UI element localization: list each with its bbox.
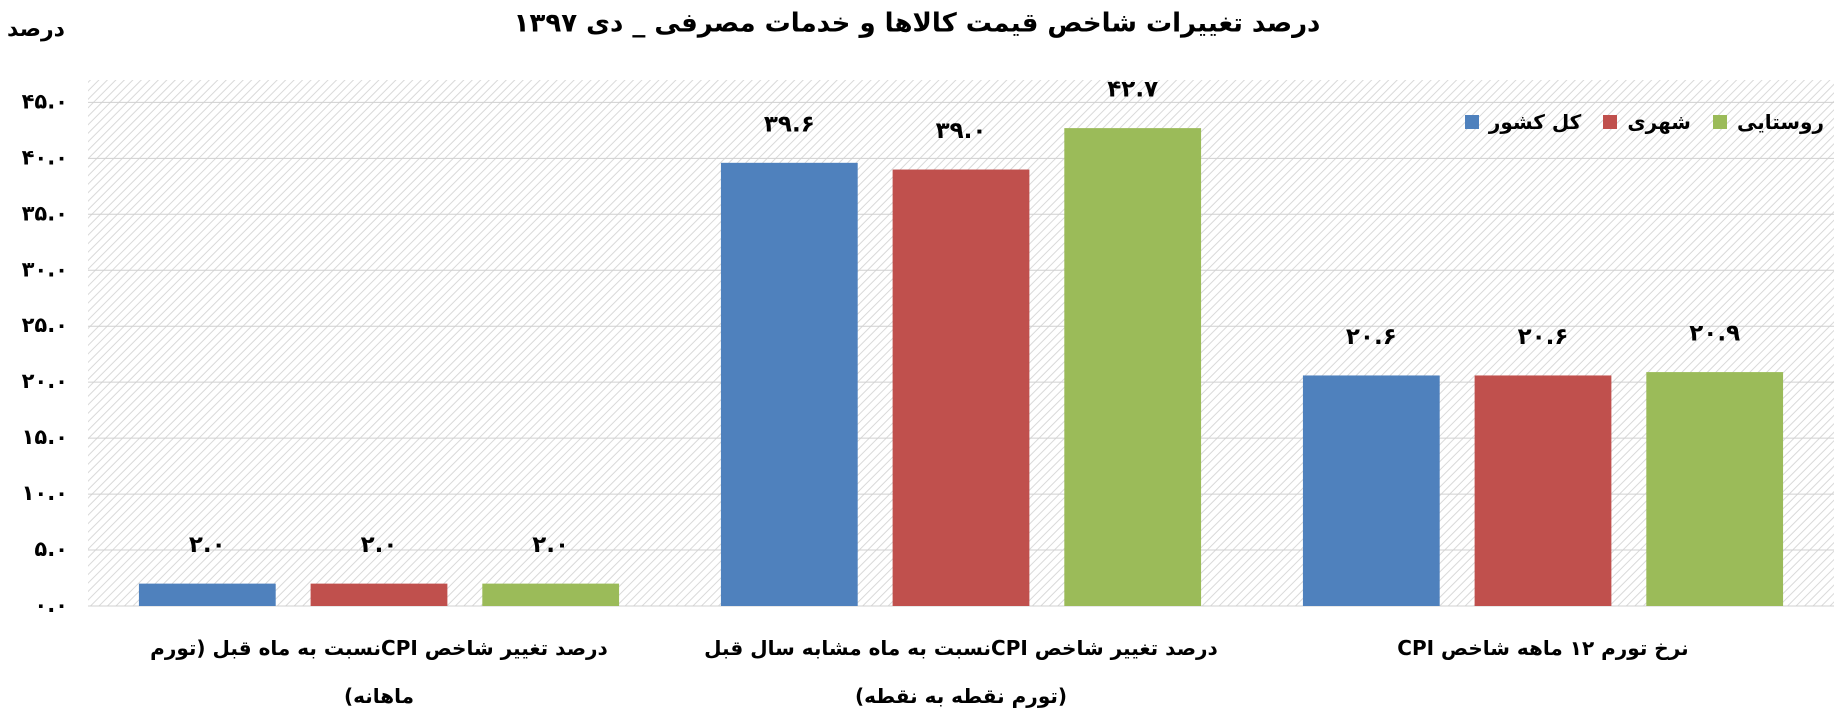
y-tick-label: ۵.۰ xyxy=(34,537,68,561)
x-tick-label: درصد تغییر شاخص CPIنسبت به ماه قبل (تورم… xyxy=(150,636,608,708)
data-label: ۴۲.۷ xyxy=(1107,77,1158,103)
y-tick-label: ۴۰.۰ xyxy=(22,145,68,169)
y-tick-label: ۱۰.۰ xyxy=(22,481,68,505)
data-label: ۳۹.۶ xyxy=(764,111,815,137)
bar xyxy=(892,169,1030,606)
data-label: ۲.۰ xyxy=(189,532,226,558)
y-axis-label: درصد xyxy=(7,17,65,42)
chart-title: درصد تغییرات شاخص قیمت کالاها و خدمات مص… xyxy=(514,9,1321,39)
legend-item: شهری xyxy=(1603,110,1691,134)
y-tick-label: ۳۰.۰ xyxy=(22,257,68,281)
y-tick-label: ۲۵.۰ xyxy=(22,313,68,337)
y-tick-label: ۱۵.۰ xyxy=(22,425,68,449)
legend-label: کل کشور xyxy=(1488,110,1582,134)
y-tick-label: ۴۵.۰ xyxy=(22,89,68,113)
data-label: ۲.۰ xyxy=(532,532,569,558)
legend-label: روستایی xyxy=(1736,110,1824,134)
bar xyxy=(1646,372,1784,606)
legend-item: کل کشور xyxy=(1464,110,1582,134)
bar xyxy=(1474,375,1612,606)
data-label: ۲.۰ xyxy=(361,532,398,558)
data-label: ۳۹.۰ xyxy=(936,118,987,144)
bar xyxy=(310,583,448,606)
legend: روستایی شهری کل کشور xyxy=(1464,110,1824,134)
bar xyxy=(1064,128,1202,606)
x-tick-label: درصد تغییر شاخص CPIنسبت به ماه مشابه سال… xyxy=(704,636,1218,708)
bar xyxy=(1302,375,1440,606)
bar xyxy=(482,583,620,606)
y-tick-label: ۲۰.۰ xyxy=(22,369,68,393)
y-tick-label: ۳۵.۰ xyxy=(22,201,68,225)
legend-label: شهری xyxy=(1627,110,1691,134)
bar xyxy=(138,583,276,606)
x-tick-label: نرخ تورم ۱۲ ماهه شاخص CPI xyxy=(1397,636,1689,660)
data-label: ۲۰.۹ xyxy=(1689,321,1740,347)
legend-swatch xyxy=(1464,115,1479,129)
y-tick-label: ۰.۰ xyxy=(34,593,68,617)
legend-swatch xyxy=(1712,115,1727,129)
bar xyxy=(720,162,858,606)
data-label: ۲۰.۶ xyxy=(1518,324,1569,350)
legend-swatch xyxy=(1603,115,1618,129)
data-label: ۲۰.۶ xyxy=(1346,324,1397,350)
legend-item: روستایی xyxy=(1712,110,1824,134)
